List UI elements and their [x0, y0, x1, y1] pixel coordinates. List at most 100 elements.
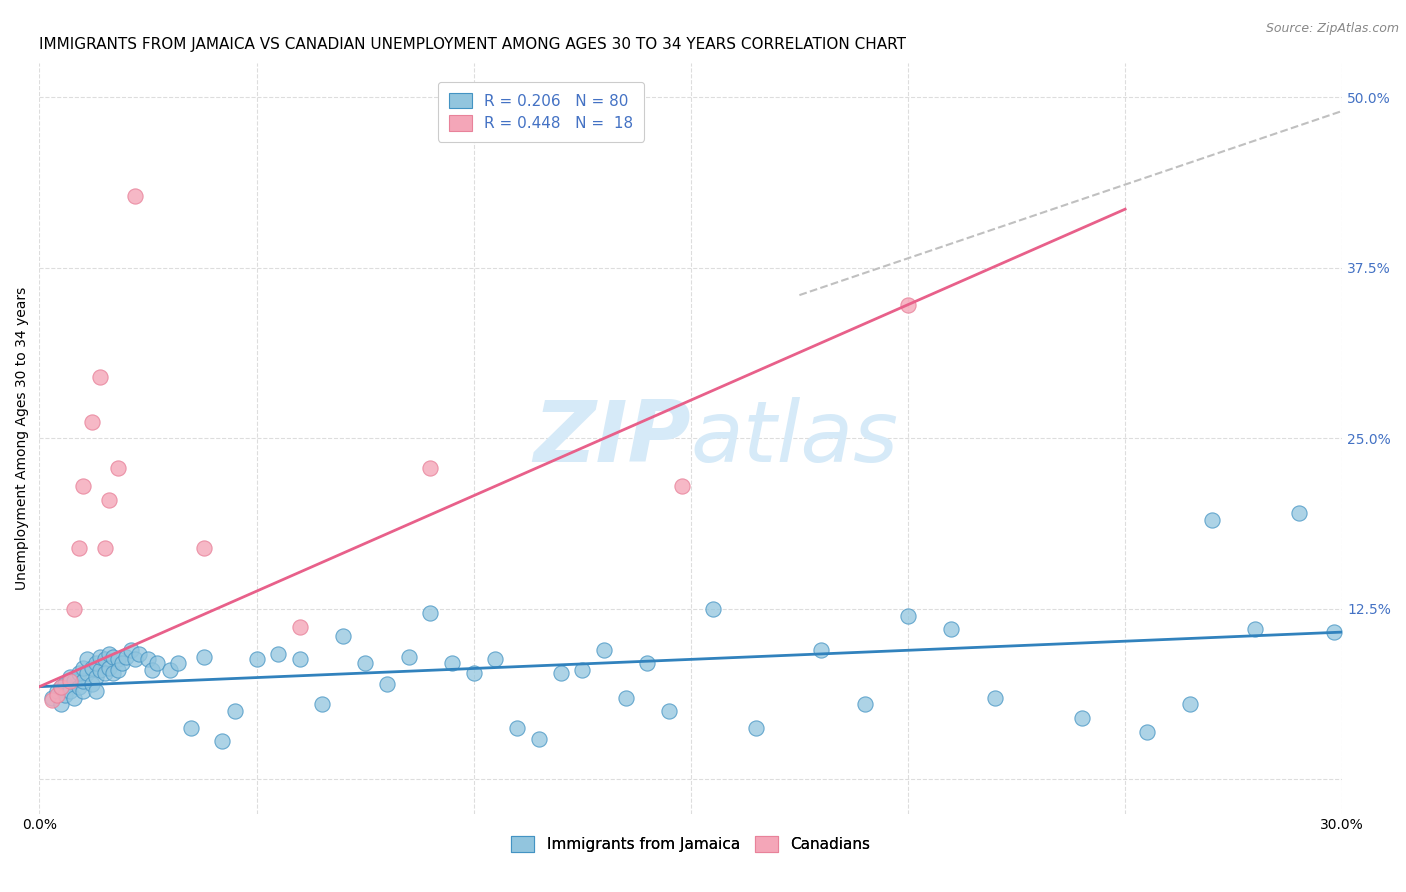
- Point: [506, 721, 529, 735]
- Point: [111, 657, 134, 671]
- Point: [332, 629, 354, 643]
- Point: [593, 643, 616, 657]
- Point: [67, 680, 90, 694]
- Point: [484, 652, 506, 666]
- Point: [224, 704, 246, 718]
- Point: [571, 663, 593, 677]
- Point: [76, 652, 98, 666]
- Text: ZIP: ZIP: [533, 397, 690, 480]
- Point: [41, 693, 63, 707]
- Point: [80, 415, 103, 429]
- Point: [59, 670, 82, 684]
- Point: [1322, 625, 1344, 640]
- Point: [107, 461, 129, 475]
- Point: [84, 683, 107, 698]
- Point: [1180, 698, 1202, 712]
- Point: [120, 643, 142, 657]
- Point: [984, 690, 1007, 705]
- Point: [63, 674, 86, 689]
- Point: [84, 670, 107, 684]
- Point: [311, 698, 333, 712]
- Point: [897, 608, 920, 623]
- Point: [59, 683, 82, 698]
- Point: [107, 652, 129, 666]
- Point: [550, 666, 572, 681]
- Point: [463, 666, 485, 681]
- Point: [419, 606, 441, 620]
- Point: [180, 721, 202, 735]
- Point: [45, 683, 67, 698]
- Point: [49, 680, 72, 694]
- Point: [853, 698, 876, 712]
- Point: [398, 649, 420, 664]
- Point: [103, 666, 125, 681]
- Point: [63, 690, 86, 705]
- Point: [159, 663, 181, 677]
- Point: [97, 492, 120, 507]
- Point: [527, 731, 550, 746]
- Point: [97, 660, 120, 674]
- Point: [671, 479, 693, 493]
- Point: [193, 649, 215, 664]
- Point: [810, 643, 832, 657]
- Y-axis label: Unemployment Among Ages 30 to 34 years: Unemployment Among Ages 30 to 34 years: [15, 286, 30, 590]
- Point: [141, 663, 163, 677]
- Point: [72, 660, 94, 674]
- Point: [288, 652, 311, 666]
- Point: [211, 734, 233, 748]
- Point: [103, 649, 125, 664]
- Point: [97, 647, 120, 661]
- Point: [1244, 623, 1267, 637]
- Point: [72, 674, 94, 689]
- Point: [440, 657, 463, 671]
- Point: [72, 479, 94, 493]
- Point: [63, 602, 86, 616]
- Point: [702, 602, 724, 616]
- Point: [107, 663, 129, 677]
- Point: [72, 683, 94, 698]
- Point: [67, 666, 90, 681]
- Point: [89, 649, 111, 664]
- Point: [267, 647, 290, 661]
- Point: [245, 652, 267, 666]
- Text: IMMIGRANTS FROM JAMAICA VS CANADIAN UNEMPLOYMENT AMONG AGES 30 TO 34 YEARS CORRE: IMMIGRANTS FROM JAMAICA VS CANADIAN UNEM…: [39, 37, 907, 53]
- Legend: Immigrants from Jamaica, Canadians: Immigrants from Jamaica, Canadians: [505, 830, 876, 858]
- Point: [93, 666, 115, 681]
- Point: [1070, 711, 1092, 725]
- Point: [614, 690, 637, 705]
- Point: [55, 677, 77, 691]
- Point: [59, 674, 82, 689]
- Point: [136, 652, 159, 666]
- Point: [89, 370, 111, 384]
- Point: [45, 688, 67, 702]
- Point: [193, 541, 215, 555]
- Point: [49, 680, 72, 694]
- Point: [354, 657, 377, 671]
- Point: [897, 298, 920, 312]
- Point: [419, 461, 441, 475]
- Point: [93, 652, 115, 666]
- Point: [67, 541, 90, 555]
- Point: [288, 620, 311, 634]
- Point: [76, 666, 98, 681]
- Point: [636, 657, 658, 671]
- Point: [1288, 507, 1310, 521]
- Point: [55, 688, 77, 702]
- Point: [128, 647, 150, 661]
- Point: [941, 623, 963, 637]
- Text: atlas: atlas: [690, 397, 898, 480]
- Point: [93, 541, 115, 555]
- Point: [1136, 724, 1159, 739]
- Point: [84, 657, 107, 671]
- Point: [167, 657, 190, 671]
- Point: [124, 652, 146, 666]
- Point: [80, 677, 103, 691]
- Point: [375, 677, 398, 691]
- Point: [1201, 513, 1223, 527]
- Point: [41, 690, 63, 705]
- Point: [89, 663, 111, 677]
- Point: [658, 704, 681, 718]
- Point: [115, 649, 138, 664]
- Point: [80, 660, 103, 674]
- Point: [145, 657, 167, 671]
